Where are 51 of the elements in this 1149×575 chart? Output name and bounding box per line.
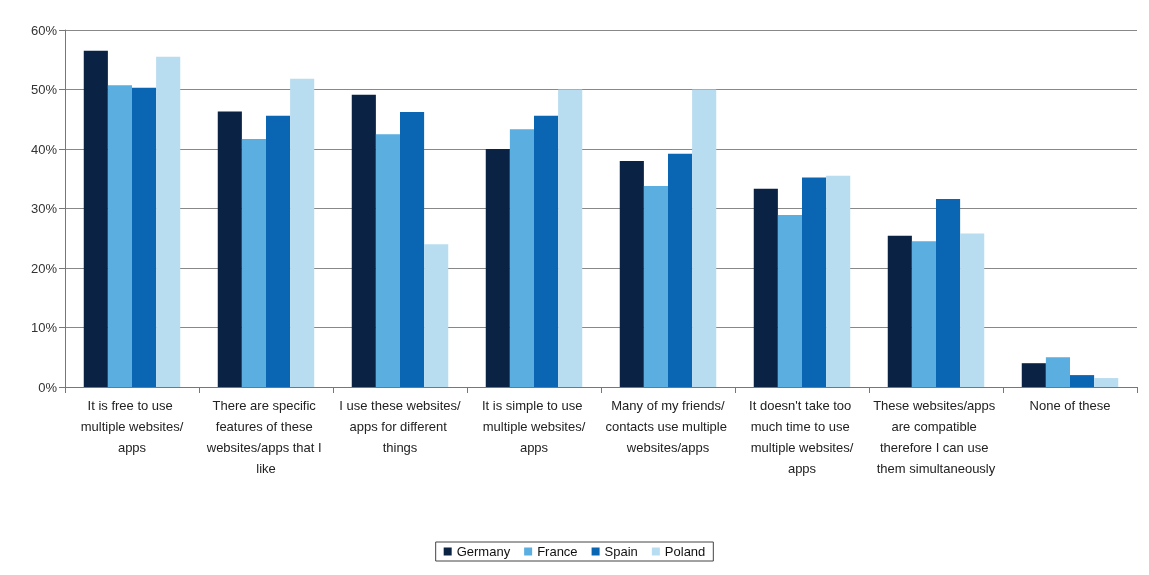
bar <box>1045 357 1070 387</box>
x-tick-label: It is simple to use multiple websites/apps <box>481 398 587 455</box>
bar <box>668 153 693 387</box>
bar <box>911 241 936 387</box>
x-tick-label: Many of my friends/contacts use multiple websites/apps <box>605 398 731 455</box>
bar <box>1070 375 1095 387</box>
bar <box>887 235 912 387</box>
legend-label: France <box>537 544 578 559</box>
y-tick-label: 60% <box>30 22 58 38</box>
x-tick-label: None of these <box>1029 398 1111 413</box>
legend-label: Germany <box>456 544 511 559</box>
bar <box>960 233 985 387</box>
bar <box>375 134 400 387</box>
bar <box>1094 378 1119 387</box>
bar <box>509 129 534 387</box>
y-tick-label: 20% <box>30 260 58 276</box>
y-tick-label: 30% <box>30 201 58 216</box>
bar <box>107 85 132 387</box>
bar <box>1021 363 1046 387</box>
bar <box>241 138 266 387</box>
y-tick-label: 40% <box>30 141 58 157</box>
bar <box>351 94 376 387</box>
bar <box>826 175 851 387</box>
bar <box>290 78 315 387</box>
bar <box>777 215 802 387</box>
bar <box>936 198 961 387</box>
bar <box>558 89 583 387</box>
bar <box>266 115 291 387</box>
x-tick-label: I use these websites/apps for different things <box>339 398 462 455</box>
bar <box>400 112 425 387</box>
legend-label: Spain <box>604 544 638 559</box>
bar <box>217 111 242 387</box>
y-tick-label: 10% <box>30 320 58 335</box>
bar <box>132 87 157 387</box>
x-tick-label: There are specific features of these websites/apps that I like <box>205 398 326 476</box>
bar <box>643 185 668 387</box>
bar <box>802 177 827 387</box>
y-tick-label: 50% <box>30 82 58 97</box>
bar <box>753 188 778 387</box>
bar <box>83 50 108 387</box>
bar <box>156 56 181 387</box>
x-tick-label: It is free to use multiple websites/apps <box>80 398 184 455</box>
y-tick-label: 0% <box>38 379 58 395</box>
x-tick-label: It doesn't take too much time to use multiple websites/apps <box>749 398 855 476</box>
bar <box>424 244 449 387</box>
bar <box>692 89 717 387</box>
bar <box>619 160 644 387</box>
bar <box>534 115 559 387</box>
x-tick-label: These websites/apps are compatible therefore I can use them simultaneously <box>873 398 999 476</box>
bar <box>485 149 510 387</box>
legend-label: Poland <box>664 544 706 559</box>
